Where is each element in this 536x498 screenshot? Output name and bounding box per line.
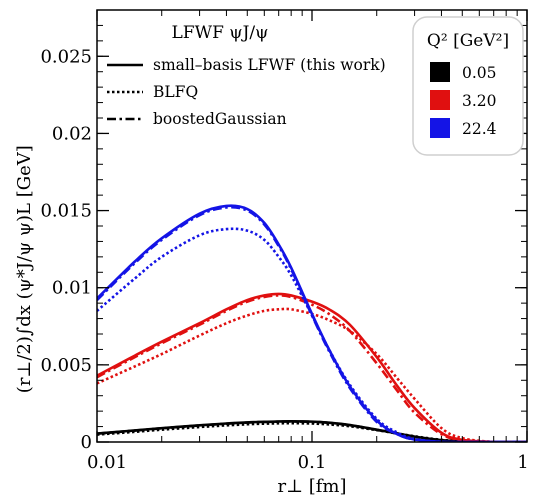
y-tick-label: 0 [81,432,92,453]
y-tick-label: 0.01 [52,278,92,299]
x-tick-label: 1 [517,452,528,473]
legend-entry-dashdot: boostedGaussian [153,110,287,128]
q2-label: 0.05 [462,64,497,82]
series-line-22_4-dashdot [97,205,527,442]
legend-entry-dotted: BLFQ [153,83,198,101]
linestyle-legend-title: LFWF ψJ/ψ [172,23,269,43]
y-tick-label: 0.015 [40,201,92,222]
q2-swatch [430,90,450,110]
y-axis-ticks: 0 0.005 0.01 0.015 0.02 0.025 [40,9,527,453]
series-curves [97,204,527,442]
x-tick-label: 0.01 [87,452,127,473]
series-line-3_20-dashdot [97,294,527,442]
y-tick-label: 0.02 [52,123,92,144]
q2-label: 3.20 [462,92,497,110]
y-axis-label: (r⊥/2)∫dx (ψ*J/ψ ψ)L [GeV] [14,145,35,393]
x-axis-ticks: 0.01 0.1 1 [87,10,529,473]
q2-swatch [430,62,450,82]
q2-legend: Q² [GeV²] 0.05 3.20 22.4 [412,16,524,156]
q2-swatch [430,118,450,138]
x-tick-label: 0.1 [298,452,327,473]
x-axis-label: r⊥ [fm] [277,476,346,497]
q2-label: 22.4 [462,120,497,138]
legend-entry-solid: small–basis LFWF (this work) [153,56,386,74]
series-line-22_4-dotted [97,227,527,442]
y-tick-label: 0.005 [40,355,92,376]
q2-legend-title: Q² [GeV²] [427,31,509,51]
series-line-3_20-solid [97,292,527,442]
y-tick-label: 0.025 [40,46,92,67]
linestyle-legend: LFWF ψJ/ψ small–basis LFWF (this work) BL… [107,23,386,128]
